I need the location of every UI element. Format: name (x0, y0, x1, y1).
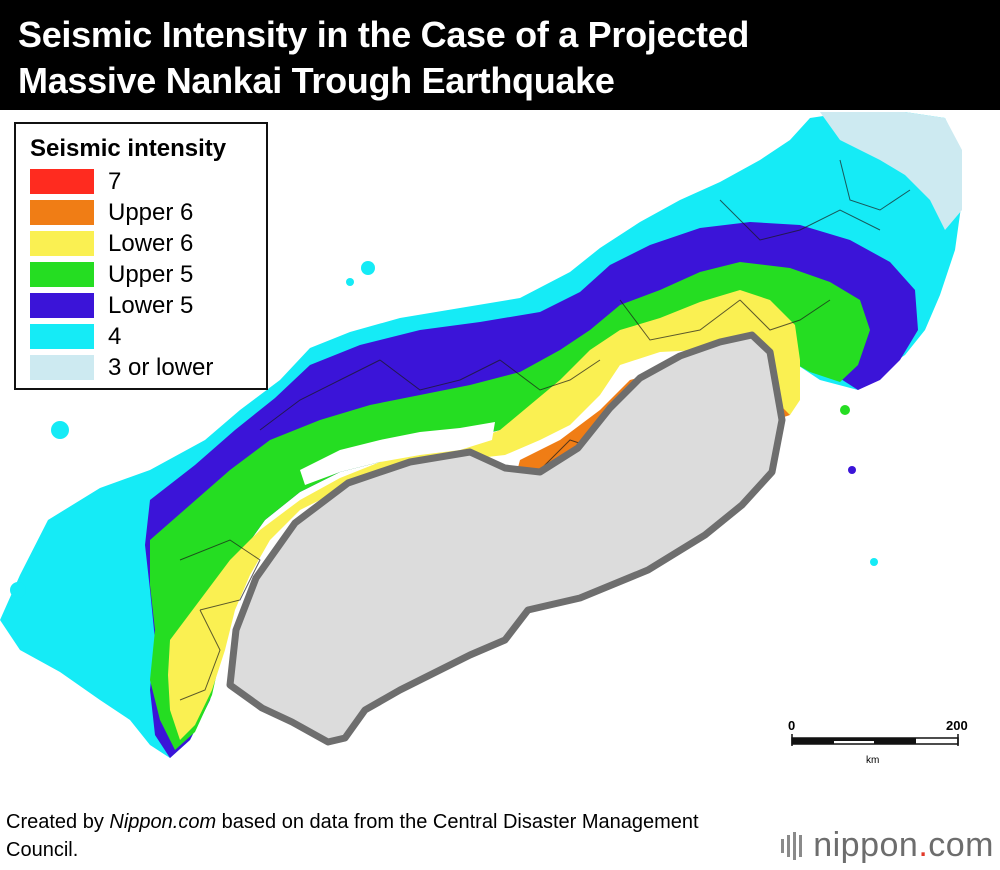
legend-swatch (30, 262, 94, 287)
map-svg: 0 200 km (0, 112, 968, 766)
brand-dot: . (918, 826, 929, 864)
legend-title: Seismic intensity (30, 135, 227, 162)
legend-item: Lower 5 (30, 290, 266, 321)
legend-swatch (30, 200, 94, 225)
island-west-1 (51, 421, 69, 439)
legend-label: 7 (108, 167, 122, 195)
nippon-logo: nippon. com (781, 826, 994, 865)
nankai-trough-zone (226, 331, 786, 746)
legend-label: Lower 6 (108, 229, 194, 257)
credit-suffix: based on data from the Central Disaster … (6, 811, 699, 861)
legend-item: 4 (30, 321, 266, 352)
scale-unit-label: km (866, 755, 879, 766)
legend: Seismic intensity 7 Upper 6 Lower 6 Upper 5… (14, 122, 268, 390)
intensity-lower-5-region (145, 222, 918, 758)
legend-item: Lower 6 (30, 228, 266, 259)
island-sado (361, 261, 375, 275)
brand-name: nippon (813, 826, 919, 864)
legend-swatch (30, 324, 94, 349)
title-line-2: Massive Nankai Trough Earthquake (18, 60, 615, 101)
island-east-1 (840, 405, 850, 415)
legend-rows: 7 Upper 6 Lower 6 Upper 5 Lower 5 4 3 or lower (30, 166, 266, 383)
scale-end-label: 200 (946, 718, 968, 733)
scale-bar: 0 200 km (788, 718, 968, 766)
island-east-3 (870, 558, 878, 566)
seismic-intensity-map: 0 200 km (0, 110, 1000, 800)
legend-label: Upper 5 (108, 260, 194, 288)
legend-label: 4 (108, 322, 122, 350)
title-line-1: Seismic Intensity in the Case of a Proje… (18, 14, 750, 55)
legend-item: 7 (30, 166, 266, 197)
intensity-upper-5-region (150, 262, 870, 750)
island-east-2 (848, 466, 856, 474)
credit-prefix: Created by (6, 811, 110, 833)
credit-site: Nippon.com (109, 811, 217, 833)
legend-label: Upper 6 (108, 198, 194, 226)
inland-sea (300, 422, 495, 485)
legend-item: Upper 5 (30, 259, 266, 290)
legend-item: 3 or lower (30, 352, 266, 383)
source-credit: Created by Nippon.com based on data from… (6, 808, 746, 864)
island-west-2 (10, 582, 26, 598)
legend-label: Lower 5 (108, 291, 194, 319)
island-oki (346, 278, 354, 286)
legend-item: Upper 6 (30, 197, 266, 228)
intensity-3-or-lower-region (820, 112, 962, 230)
legend-swatch (30, 355, 94, 380)
legend-swatch (30, 293, 94, 318)
brand-tld: com (928, 826, 994, 864)
legend-swatch (30, 231, 94, 256)
legend-label: 3 or lower (108, 353, 214, 381)
title-bar: Seismic Intensity in the Case of a Proje… (0, 0, 1000, 110)
logo-bars-icon (781, 831, 805, 860)
legend-swatch (30, 169, 94, 194)
scale-start-label: 0 (788, 718, 795, 733)
